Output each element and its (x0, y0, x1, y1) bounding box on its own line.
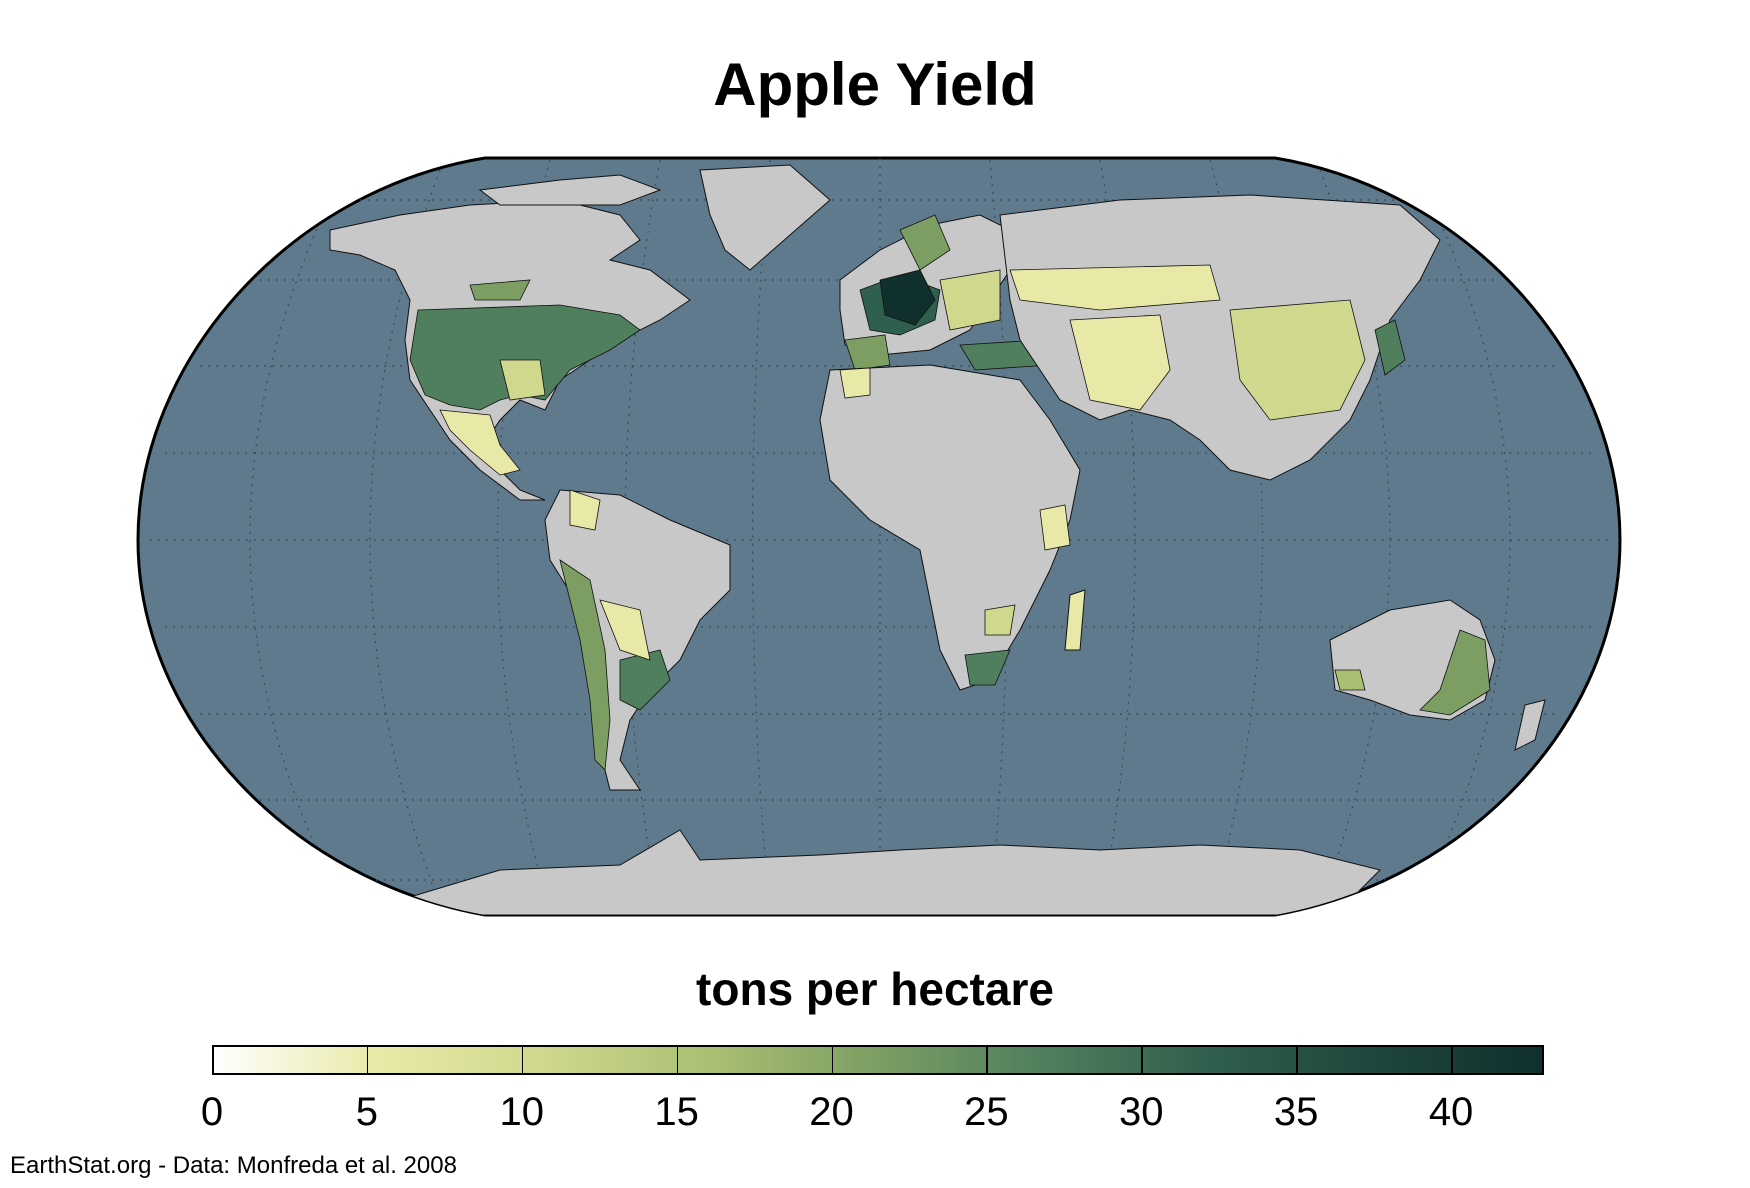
yield-australia-west (1334, 669, 1366, 691)
yield-usa-south (499, 359, 546, 401)
yield-scandinavia (899, 214, 951, 271)
colorbar-tick-label: 25 (964, 1090, 1009, 1134)
yield-russia-belt (1009, 264, 1221, 311)
colorbar-tick-label: 0 (200, 1090, 224, 1134)
yield-eastern-europe (939, 269, 1001, 331)
colorbar-tick-label: 35 (1273, 1090, 1319, 1134)
yield-usa (409, 304, 641, 411)
yield-mexico (439, 409, 521, 476)
yield-iberia (844, 334, 891, 371)
colorbar-tick-mark (831, 1045, 834, 1075)
colorbar-tick-label: 20 (809, 1090, 854, 1134)
land-new-zealand (1514, 699, 1546, 751)
colorbar-tick-mark (366, 1045, 369, 1075)
yield-central-asia (1069, 314, 1171, 411)
map-title: Apple Yield (713, 51, 1037, 118)
colorbar-tick-mark (1296, 1045, 1298, 1075)
colorbar-tick-mark (1451, 1045, 1453, 1075)
yield-morocco (839, 367, 871, 399)
colorbar-tick-mark (521, 1045, 524, 1075)
yield-australia-east (1419, 629, 1491, 716)
colorbar-tick-mark (986, 1045, 988, 1075)
colorbar-tick-mark (676, 1045, 679, 1075)
colorbar-tick-label: 10 (499, 1090, 545, 1134)
land-greenland (699, 164, 831, 271)
yield-colombia (569, 489, 601, 531)
yield-korea-japan (1374, 319, 1406, 376)
colorbar-tick-mark (1141, 1045, 1143, 1075)
yield-europe-central (879, 269, 936, 326)
yield-bolivia (599, 599, 651, 661)
yield-south-america-west (559, 559, 611, 771)
yield-zimbabwe (984, 604, 1016, 636)
colorbar (212, 1045, 1544, 1075)
land-arctic-islands (478, 174, 662, 206)
yield-kenya (1039, 504, 1071, 551)
yield-china (1229, 299, 1366, 421)
colorbar-tick-label: 5 (355, 1090, 378, 1134)
credit-text: EarthStat.org - Data: Monfreda et al. 20… (10, 1152, 457, 1179)
yield-south-africa (964, 649, 1011, 686)
legend-title: tons per hectare (696, 963, 1054, 1015)
yield-south-america-east (619, 649, 671, 711)
colorbar-tick-label: 15 (654, 1090, 699, 1134)
colorbar-tick-label: 40 (1428, 1090, 1474, 1134)
yield-canada (469, 279, 531, 301)
colorbar-tick-label: 30 (1119, 1090, 1164, 1134)
land-madagascar (1064, 589, 1086, 651)
